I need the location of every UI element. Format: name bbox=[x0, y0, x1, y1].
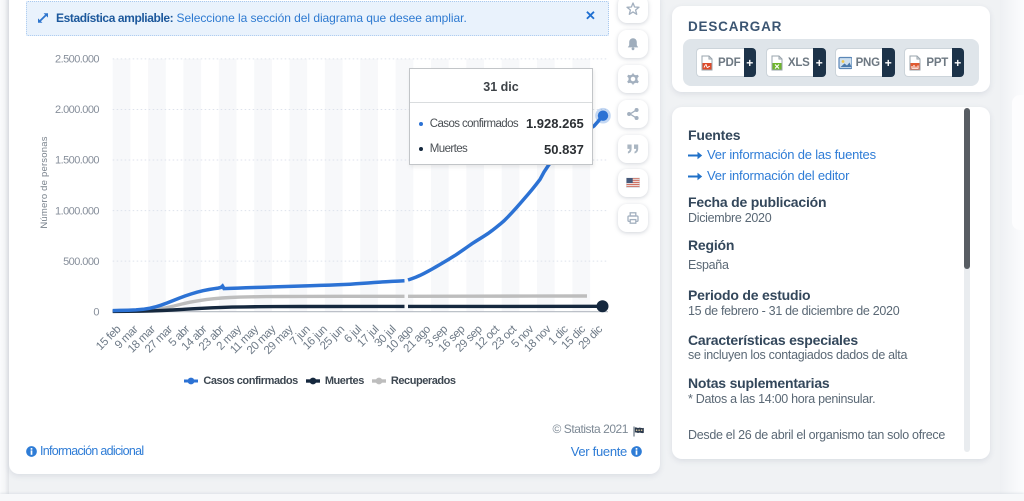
svg-text:2.000.000: 2.000.000 bbox=[55, 104, 99, 116]
svg-text:0: 0 bbox=[93, 306, 99, 318]
svg-text:500.000: 500.000 bbox=[63, 256, 99, 268]
svg-text:2.500.000: 2.500.000 bbox=[55, 54, 99, 66]
svg-text:Número de personas: Número de personas bbox=[39, 136, 50, 228]
svg-text:1.500.000: 1.500.000 bbox=[55, 155, 99, 167]
svg-text:1.000.000: 1.000.000 bbox=[55, 205, 99, 217]
